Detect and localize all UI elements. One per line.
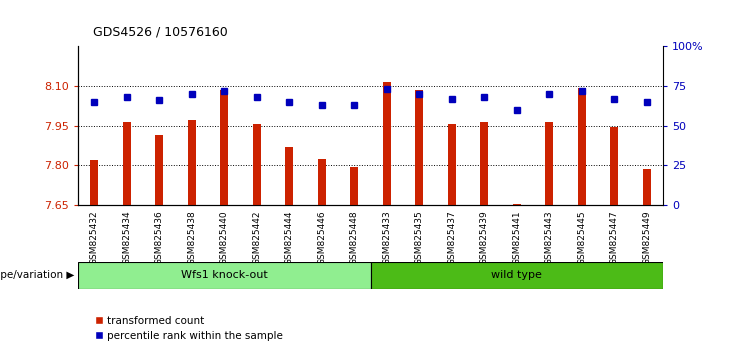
Bar <box>578 88 586 205</box>
Bar <box>285 147 293 205</box>
Bar <box>448 124 456 205</box>
Legend: transformed count, percentile rank within the sample: transformed count, percentile rank withi… <box>90 312 287 345</box>
Bar <box>318 159 326 205</box>
Bar <box>382 82 391 205</box>
Bar <box>253 124 261 205</box>
Text: genotype/variation ▶: genotype/variation ▶ <box>0 270 74 280</box>
Bar <box>187 120 196 205</box>
Bar <box>545 122 554 205</box>
Bar <box>480 122 488 205</box>
Bar <box>643 170 651 205</box>
Bar <box>513 204 521 205</box>
Bar <box>220 90 228 205</box>
Bar <box>122 122 130 205</box>
FancyBboxPatch shape <box>370 262 663 289</box>
Text: wild type: wild type <box>491 270 542 280</box>
FancyBboxPatch shape <box>78 262 370 289</box>
Bar <box>350 167 359 205</box>
Text: Wfs1 knock-out: Wfs1 knock-out <box>181 270 268 280</box>
Bar <box>155 135 163 205</box>
Bar <box>415 90 423 205</box>
Bar <box>611 127 619 205</box>
Bar <box>90 160 98 205</box>
Text: GDS4526 / 10576160: GDS4526 / 10576160 <box>93 26 227 39</box>
